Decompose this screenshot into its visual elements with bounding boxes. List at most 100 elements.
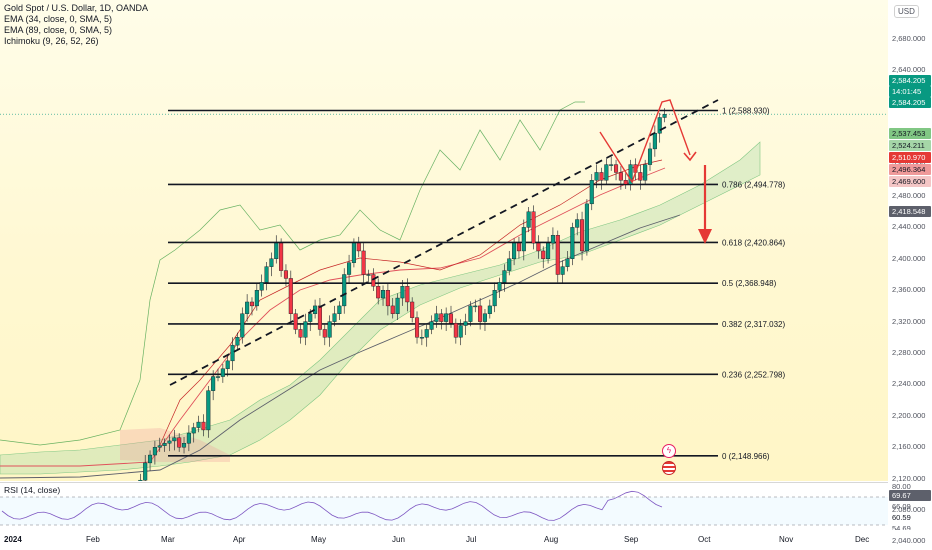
time-axis[interactable]: 2024 Feb Mar Apr May Jun Jul Aug Sep Oct…	[0, 531, 888, 550]
us-flag-icon[interactable]	[662, 461, 676, 475]
fib-level-label: 0.618 (2,420.864)	[722, 238, 785, 247]
price-axis-label: 2,200.000	[892, 410, 926, 420]
legend-ichimoku[interactable]: Ichimoku (9, 26, 52, 26)	[4, 36, 99, 46]
candle-body	[215, 376, 221, 378]
price-badge-6: 2,418.548	[889, 206, 931, 217]
candle-body	[560, 266, 565, 275]
candle-body	[429, 321, 434, 330]
candle-body	[249, 301, 255, 307]
candle-body	[419, 337, 424, 339]
price-axis-label: 2,680.000	[892, 34, 926, 43]
time-label-sep: Sep	[624, 535, 639, 544]
candle-body	[628, 164, 633, 185]
price-badge-2: 2,524.211	[889, 140, 931, 151]
target-arrow-head	[698, 229, 712, 244]
candle-body	[463, 321, 468, 326]
price-chart-canvas[interactable]: 1 (2,588.930) 0.786 (2,494.778) 0.618 (2,4…	[0, 0, 888, 481]
rsi-pane[interactable]: RSI (14, close)	[0, 482, 888, 531]
candle-body	[293, 313, 298, 330]
candle-body	[269, 258, 274, 267]
lightning-icon[interactable]: ϟ	[662, 444, 676, 458]
candle-body	[599, 172, 604, 181]
projection-path	[599, 99, 691, 184]
candle-body	[317, 305, 322, 330]
candle-body	[638, 172, 643, 181]
candle-body	[279, 242, 284, 271]
candle-body	[512, 242, 517, 260]
time-label-dec: Dec	[855, 535, 870, 544]
price-axis-label: 2,480.000	[892, 191, 926, 200]
candle-body	[531, 211, 536, 244]
candle-body	[143, 462, 148, 481]
candle-body	[550, 235, 555, 244]
candle-body	[507, 258, 512, 271]
candle-body	[235, 337, 240, 346]
legend-ema89[interactable]: EMA (89, close, 0, SMA, 5)	[4, 25, 113, 35]
candle-body	[152, 447, 157, 456]
candle-body	[643, 164, 648, 181]
candle-body	[201, 421, 206, 431]
candle-body	[453, 322, 458, 338]
candle-body	[424, 329, 429, 338]
candle-body	[468, 305, 473, 322]
candle-body	[502, 270, 507, 283]
price-axis-label: 2,360.000	[892, 285, 926, 295]
price-axis-label: 2,240.000	[892, 379, 926, 389]
candle-body	[366, 274, 371, 276]
candle-body	[492, 290, 497, 307]
rsi-axis: 80.00 69.67 66.09 60.59 54.69	[888, 482, 932, 530]
candle-body	[167, 440, 172, 444]
time-label-apr: Apr	[233, 535, 246, 544]
candle-body	[618, 172, 623, 181]
candle-body	[555, 235, 560, 275]
candle-body	[473, 305, 478, 308]
rsi-canvas[interactable]	[0, 483, 888, 531]
candle-body	[521, 227, 526, 252]
chart-pane[interactable]: Gold Spot / U.S. Dollar, 1D, OANDA EMA (…	[0, 0, 888, 481]
candle-body	[332, 313, 337, 322]
legend-ema34[interactable]: EMA (34, close, 0, SMA, 5)	[4, 14, 113, 24]
ema89-line	[0, 214, 681, 479]
price-axis-label: 2,400.000	[892, 253, 926, 263]
price-badge-1: 2,537.453	[889, 128, 931, 139]
rsi-line	[1, 490, 663, 521]
candle-body	[148, 454, 153, 464]
candle-body	[172, 437, 177, 442]
candle-body	[516, 242, 521, 252]
price-axis-label: 2,440.000	[892, 222, 926, 232]
price-axis-label: 2,320.000	[892, 316, 926, 326]
candle-body	[594, 172, 599, 181]
candle-body	[371, 274, 376, 287]
candle-body	[458, 325, 463, 338]
countdown-badge: 14:01:45	[889, 86, 931, 97]
legend-symbol[interactable]: Gold Spot / U.S. Dollar, 1D, OANDA	[4, 3, 149, 13]
candle-body	[614, 164, 619, 173]
candle-body	[347, 262, 352, 275]
candle-body	[376, 286, 381, 299]
currency-label[interactable]: USD	[894, 5, 919, 18]
candle-body	[589, 180, 594, 205]
candle-body	[162, 443, 167, 446]
time-label-jun: Jun	[392, 535, 405, 544]
price-axis[interactable]: USD 2,680.0002,640.0002,600.0002,560.000…	[888, 0, 932, 550]
candle-body	[536, 242, 541, 252]
candle-body	[434, 313, 439, 322]
candle-body	[157, 445, 162, 448]
candle-body	[497, 282, 502, 291]
candle-body	[584, 203, 589, 252]
rsi-label[interactable]: RSI (14, close)	[4, 485, 61, 495]
candle-body	[478, 305, 483, 322]
ichimoku-cloud	[0, 141, 761, 475]
rsi-axis-54: 54.69	[892, 524, 911, 530]
candle-body	[390, 305, 395, 314]
candle-body	[444, 313, 449, 322]
candle-body	[138, 479, 143, 481]
dashed-trendline	[169, 99, 719, 386]
candle-body	[356, 242, 361, 252]
rsi-badge-2: 60.59	[889, 512, 931, 523]
price-axis-label: 2,040.000	[892, 536, 926, 546]
candle-body	[565, 258, 570, 267]
rsi-band	[0, 497, 888, 525]
candle-body	[541, 250, 546, 259]
time-label-aug: Aug	[544, 535, 559, 544]
